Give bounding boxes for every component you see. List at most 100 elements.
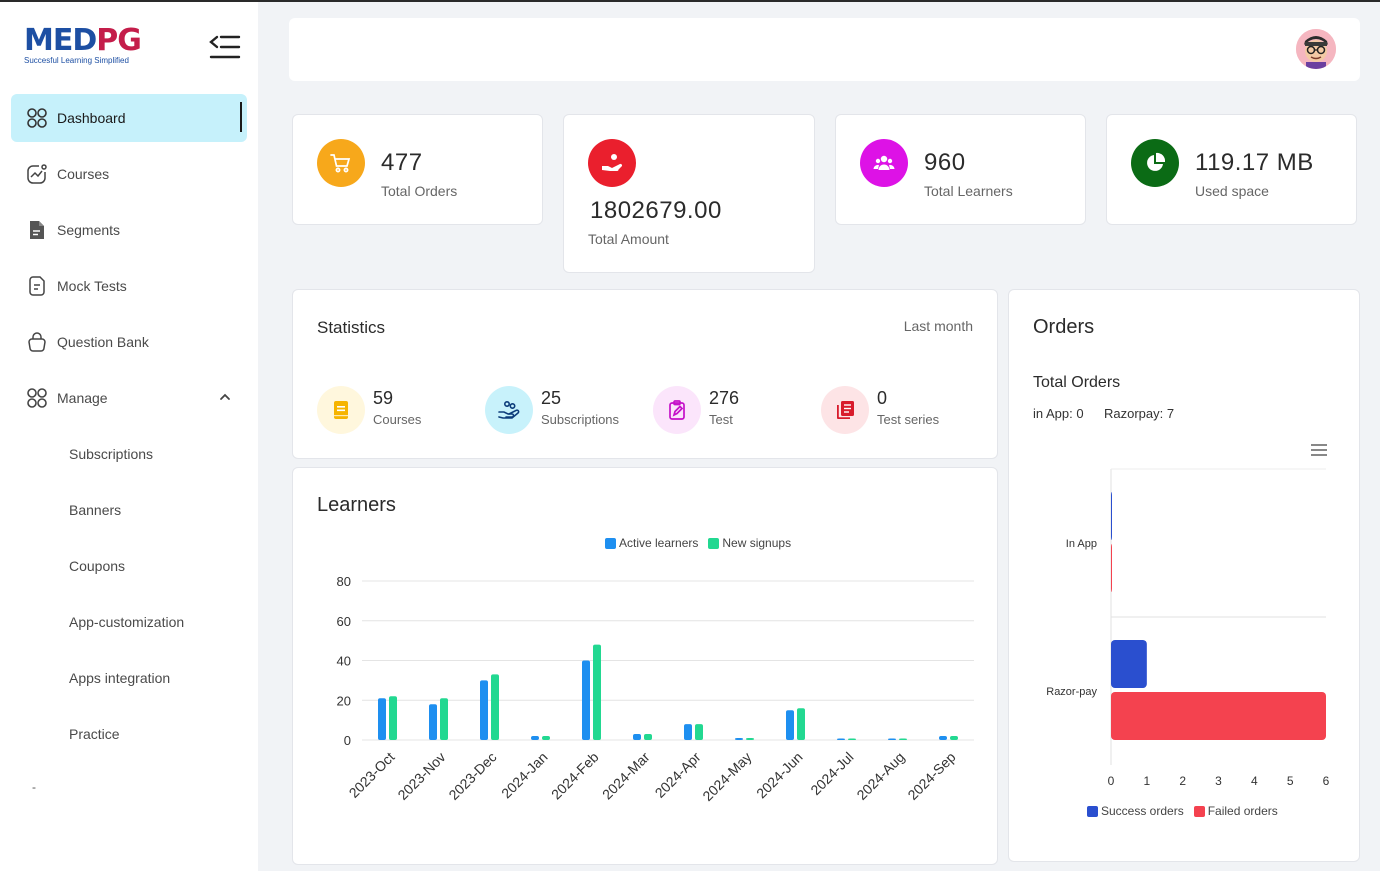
bar[interactable] (389, 696, 397, 740)
learners-panel: Learners Active learners New signups 0 20… (292, 467, 998, 865)
sidebar-item-segments[interactable]: Segments (11, 206, 247, 254)
legend-item-new-signups[interactable]: New signups (708, 536, 791, 550)
bar[interactable] (531, 736, 539, 740)
statistics-label: Test series (877, 412, 940, 427)
statistics-label: Courses (373, 412, 422, 427)
sidebar-item-mock-tests[interactable]: Mock Tests (11, 262, 247, 310)
x-tick-label: 2023-Nov (394, 749, 448, 803)
bar[interactable] (1111, 640, 1147, 688)
legend-label: Failed orders (1207, 804, 1278, 818)
x-tick-label: 2024-Aug (853, 749, 907, 803)
learners-title: Learners (317, 494, 396, 516)
bar[interactable] (1111, 544, 1112, 592)
bar[interactable] (378, 698, 386, 740)
sidebar-item-label: Courses (57, 166, 110, 182)
legend-item-active-learners[interactable]: Active learners (605, 536, 698, 550)
sidebar-subitem-subscriptions[interactable]: Subscriptions (69, 446, 154, 462)
legend-swatch (708, 537, 720, 549)
statistics-panel: Statistics Last month 59 Courses 25 Subs… (292, 289, 998, 459)
bar[interactable] (786, 710, 794, 740)
statistics-value: 276 (709, 388, 740, 408)
statistics-item-subscriptions: 25 Subscriptions (485, 384, 645, 434)
dashboard-grid-icon (25, 106, 49, 130)
legend-item-success-orders[interactable]: Success orders (1087, 804, 1184, 818)
chart-menu-button[interactable] (1309, 442, 1329, 458)
bar[interactable] (429, 704, 437, 740)
bar[interactable] (644, 734, 652, 740)
statistics-value: 25 (541, 388, 562, 408)
legend-swatch (605, 537, 616, 549)
orders-legend: Success orders Failed orders (1087, 804, 1278, 818)
bar[interactable] (480, 680, 488, 740)
bar[interactable] (735, 738, 743, 740)
bar[interactable] (440, 698, 448, 740)
avatar-illustration (1296, 29, 1336, 69)
learners-legend: Active learners New signups (605, 536, 791, 550)
bar[interactable] (1111, 692, 1326, 740)
stat-card-total-amount: 1802679.00 Total Amount (563, 114, 815, 273)
x-tick-label: 2024-Apr (652, 749, 704, 801)
bar[interactable] (542, 736, 550, 740)
statistics-label: Test (709, 412, 733, 427)
legend-swatch (1087, 805, 1098, 817)
orders-panel: Orders Total Orders in App: 0 Razorpay: … (1008, 289, 1360, 862)
sidebar-subitem-coupons[interactable]: Coupons (69, 558, 126, 574)
chevron-up-icon[interactable] (219, 391, 231, 403)
bar[interactable] (1111, 492, 1112, 540)
category-label: In App (1066, 538, 1097, 550)
stat-value: 477 (381, 149, 423, 176)
bar[interactable] (582, 660, 590, 741)
legend-label: Active learners (619, 536, 699, 550)
bar[interactable] (888, 738, 896, 741)
sidebar-subitem-practice[interactable]: Practice (69, 726, 120, 742)
bar[interactable] (899, 738, 907, 741)
sidebar-subitem-banners[interactable]: Banners (69, 502, 122, 518)
bar[interactable] (950, 736, 958, 740)
sidebar-subitem-app-customization[interactable]: App-customization (69, 614, 185, 630)
bar[interactable] (746, 738, 754, 740)
statistics-period[interactable]: Last month (903, 318, 973, 334)
statistics-title: Statistics (317, 318, 386, 337)
user-avatar[interactable] (1296, 29, 1336, 69)
money-hand-icon (588, 139, 636, 187)
collapse-sidebar-button[interactable] (208, 30, 242, 64)
orders-title: Orders (1033, 316, 1095, 338)
legend-item-failed-orders[interactable]: Failed orders (1193, 804, 1278, 818)
category-label: Razor-pay (1046, 686, 1097, 698)
legend-swatch (1193, 805, 1205, 817)
sidebar-item-dashboard[interactable]: Dashboard (11, 94, 247, 142)
top-header (289, 18, 1360, 81)
bar[interactable] (848, 738, 856, 741)
sidebar-nav: Dashboard Courses Segments Mock Tests Qu… (11, 94, 247, 766)
hamburger-menu-icon (1311, 444, 1327, 456)
x-tick-label: 2023-Oct (346, 749, 398, 801)
x-tick-label: 5 (1287, 774, 1294, 788)
bar[interactable] (684, 724, 692, 740)
bar[interactable] (695, 724, 703, 740)
x-tick-label: 2023-Dec (445, 749, 499, 803)
x-tick-label: 2024-Sep (904, 749, 958, 803)
bar[interactable] (797, 708, 805, 740)
statistics-item-test: 276 Test (653, 384, 813, 434)
sidebar-subitem-apps-integration[interactable]: Apps integration (69, 670, 171, 686)
bar[interactable] (939, 736, 947, 740)
x-tick-label: 2024-May (699, 749, 754, 804)
bar[interactable] (593, 644, 601, 740)
sidebar-item-label: Dashboard (57, 110, 126, 126)
document-icon (25, 218, 49, 242)
bag-icon (25, 330, 49, 354)
bar[interactable] (633, 734, 641, 740)
bar[interactable] (837, 738, 845, 741)
courses-chart-icon (25, 162, 49, 186)
orders-subtitle: Total Orders (1033, 374, 1121, 391)
sidebar-item-question-bank[interactable]: Question Bank (11, 318, 247, 366)
bar[interactable] (491, 674, 499, 740)
pie-icon (1131, 139, 1179, 187)
brand-logo[interactable]: MEDPG Succesful Learning Simplified (24, 26, 148, 66)
stat-value: 960 (924, 149, 966, 176)
statistics-value: 0 (877, 388, 888, 408)
sidebar-item-manage[interactable]: Manage (11, 374, 247, 422)
stat-label: Total Learners (924, 183, 1013, 199)
sidebar-item-courses[interactable]: Courses (11, 150, 247, 198)
sidebar-item-label: Segments (57, 222, 121, 238)
